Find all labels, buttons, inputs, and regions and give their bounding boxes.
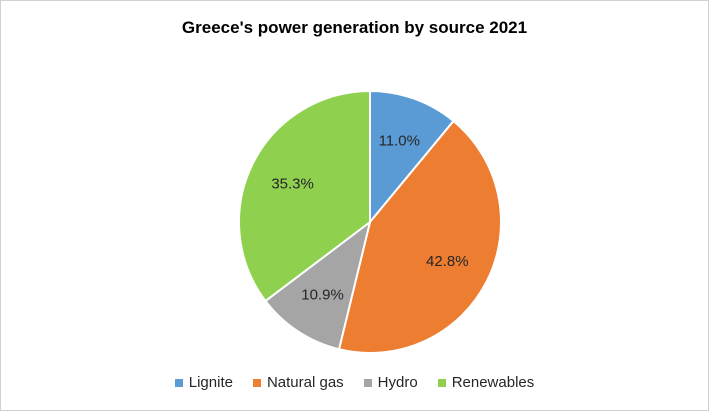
- data-label-hydro: 10.9%: [301, 286, 344, 303]
- legend-label-lignite: Lignite: [188, 374, 233, 391]
- legend-label-renewables: Renewables: [451, 374, 535, 391]
- legend-item-natural-gas: Natural gas: [252, 374, 344, 391]
- legend-item-lignite: Lignite: [174, 374, 233, 391]
- chart-title: Greece's power generation by source 2021: [181, 18, 528, 37]
- legend-swatch-natural-gas: [252, 378, 261, 387]
- legend-swatch-renewables: [437, 378, 446, 387]
- legend-swatch-hydro: [363, 378, 372, 387]
- legend-label-hydro: Hydro: [377, 374, 418, 391]
- legend-swatch-lignite: [174, 378, 183, 387]
- legend-item-renewables: Renewables: [437, 374, 535, 391]
- pie-slice-natural-gas: [337, 119, 502, 354]
- pie-slice-hydro: [264, 219, 372, 351]
- pie-slice-renewables: [238, 89, 371, 303]
- data-label-renewables: 35.3%: [271, 175, 314, 192]
- data-label-natural-gas: 42.8%: [426, 253, 469, 270]
- legend: Lignite Natural gas Hydro Renewables: [0, 374, 709, 391]
- data-label-lignite: 11.0%: [379, 133, 420, 150]
- legend-label-natural-gas: Natural gas: [266, 374, 344, 391]
- pie-slice-lignite: [369, 89, 455, 225]
- legend-item-hydro: Hydro: [363, 374, 418, 391]
